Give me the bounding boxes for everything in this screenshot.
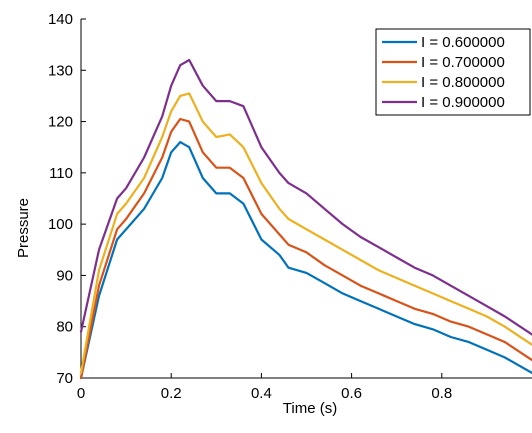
legend-label: I = 0.800000 — [421, 74, 505, 91]
y-tick-label: 100 — [48, 216, 73, 233]
legend: I = 0.600000 I = 0.700000 I = 0.800000 I = … — [375, 28, 531, 116]
y-tick-label: 110 — [49, 165, 73, 182]
y-tick-label: 130 — [48, 62, 73, 79]
legend-box — [375, 28, 531, 116]
x-axis-title: Time (s) — [283, 400, 337, 417]
x-tick-label: 0.2 — [161, 385, 182, 402]
y-tick-label: 70 — [56, 370, 73, 387]
legend-label: I = 0.900000 — [421, 94, 505, 111]
y-tick-label: 140 — [48, 11, 73, 28]
legend-label: I = 0.700000 — [421, 54, 505, 71]
series-line-4 — [79, 58, 532, 336]
series-line-1 — [79, 141, 532, 380]
legend-label: I = 0.600000 — [421, 34, 505, 51]
y-tick-label: 80 — [56, 319, 73, 336]
series-line-2 — [79, 117, 532, 380]
series-line-3 — [79, 92, 532, 374]
x-tick-label: 0.4 — [251, 385, 272, 402]
y-tick-label: 120 — [48, 114, 73, 131]
y-axis-title: Pressure — [15, 198, 32, 258]
x-tick-label: 0 — [77, 385, 85, 402]
y-tick-label: 90 — [56, 267, 73, 284]
x-tick-label: 0.6 — [341, 385, 362, 402]
x-tick-label: 0.8 — [431, 385, 452, 402]
